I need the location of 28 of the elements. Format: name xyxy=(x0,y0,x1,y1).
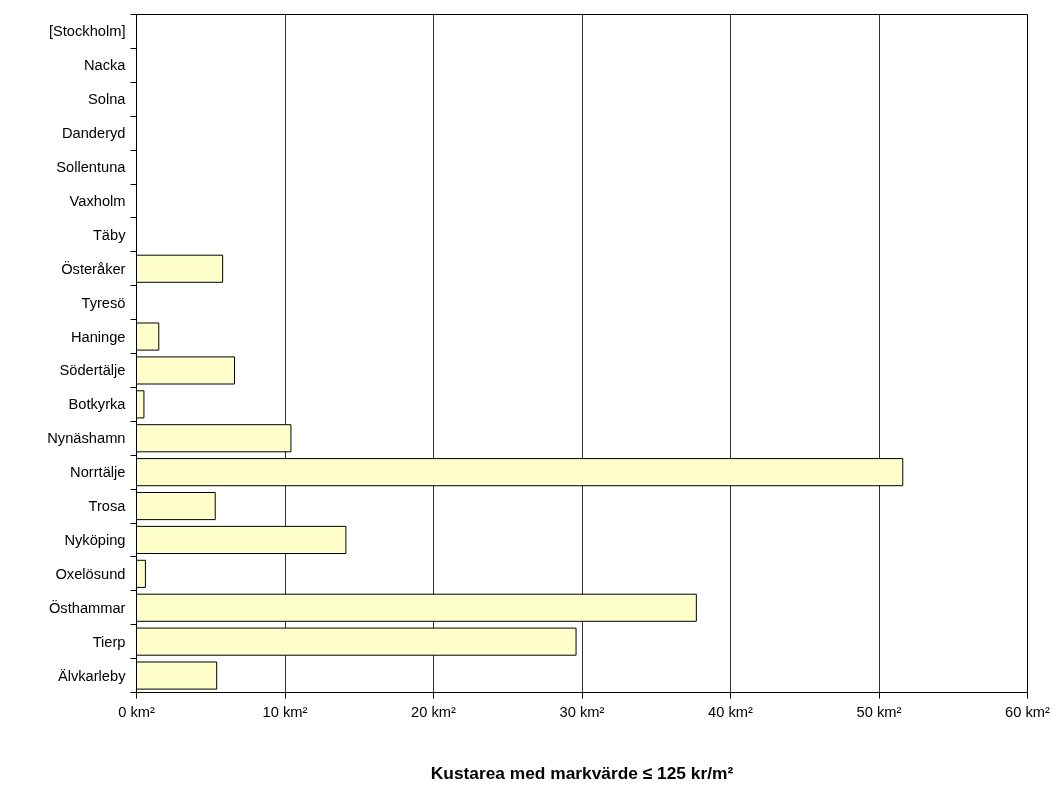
y-tick-label: Älvkarleby xyxy=(57,667,127,684)
x-tick-label: 10 km² xyxy=(262,703,308,720)
y-tick-label: Sollentuna xyxy=(56,159,127,176)
y-tick-label: Tierp xyxy=(92,633,126,650)
x-tick-label: 50 km² xyxy=(856,703,902,720)
y-tick-label: Nynäshamn xyxy=(47,430,126,447)
y-tick-label: Södertälje xyxy=(59,362,126,379)
y-tick-label: Norrtälje xyxy=(70,464,126,481)
x-tick-label: 60 km² xyxy=(1005,703,1051,720)
y-tick-label: Nyköping xyxy=(64,531,126,548)
y-tick-label: Vaxholm xyxy=(69,192,126,209)
y-tick-label: Österåker xyxy=(61,259,126,277)
y-tick-label: Solna xyxy=(88,91,127,108)
y-tick-label: Oxelösund xyxy=(55,565,126,582)
y-tick-label: Danderyd xyxy=(61,125,126,142)
y-tick-label: [Stockholm] xyxy=(48,23,126,40)
y-tick-label: Östhammar xyxy=(48,598,126,616)
y-tick-label: Trosa xyxy=(88,498,127,515)
y-tick-label: Täby xyxy=(92,226,127,243)
y-tick-label: Botkyrka xyxy=(68,396,127,413)
x-tick-label: 40 km² xyxy=(708,703,754,720)
y-tick-label: Haninge xyxy=(70,328,126,345)
x-axis-title: Kustarea med markvärde ≤ 125 kr/m² xyxy=(430,762,734,783)
x-tick-label: 30 km² xyxy=(559,703,605,720)
x-tick-label: 0 km² xyxy=(118,703,155,720)
y-tick-label: Nacka xyxy=(83,57,127,74)
x-tick-label: 20 km² xyxy=(411,703,457,720)
y-tick-label: Tyresö xyxy=(81,294,126,311)
